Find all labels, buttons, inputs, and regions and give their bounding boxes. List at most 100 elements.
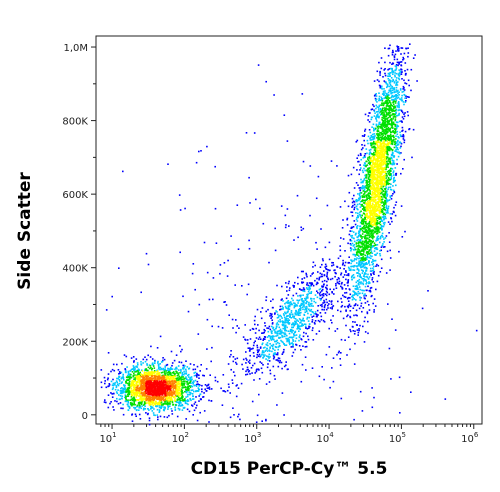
event-dot	[135, 415, 137, 417]
event-dot	[185, 373, 187, 375]
event-dot	[289, 328, 292, 331]
event-dot	[166, 369, 169, 372]
event-dot	[131, 368, 133, 370]
event-dot	[361, 237, 363, 240]
event-dot	[374, 305, 377, 307]
event-dot	[382, 201, 385, 204]
event-dot	[265, 355, 268, 357]
event-dot	[400, 47, 403, 49]
event-dot	[369, 236, 372, 238]
event-dot	[195, 385, 198, 387]
event-dot	[391, 149, 394, 152]
event-dot	[245, 370, 247, 373]
event-dot	[185, 396, 187, 398]
event-dot	[395, 79, 397, 82]
event-dot	[368, 202, 370, 204]
event-dot	[382, 222, 385, 224]
event-dot	[189, 380, 192, 383]
event-dot	[336, 281, 339, 283]
event-dot	[367, 142, 369, 145]
event-dot	[277, 313, 279, 316]
event-dot	[271, 338, 274, 340]
event-dot	[181, 383, 183, 386]
event-dot	[208, 298, 211, 301]
event-dot	[403, 158, 405, 161]
event-dot	[369, 217, 372, 220]
event-dot	[116, 363, 118, 366]
event-dot	[146, 372, 148, 374]
event-dot	[271, 350, 273, 353]
event-dot	[371, 160, 373, 162]
event-dot	[375, 288, 377, 291]
event-dot	[119, 380, 121, 382]
event-dot	[378, 198, 380, 201]
event-dot	[162, 367, 164, 370]
event-dot	[394, 129, 397, 132]
event-dot	[209, 374, 211, 376]
event-dot	[195, 396, 197, 398]
event-dot	[363, 263, 365, 265]
event-dot	[133, 360, 135, 362]
event-dot	[351, 234, 354, 237]
event-dot	[360, 192, 363, 194]
event-dot	[387, 137, 390, 139]
event-dot	[310, 284, 313, 286]
event-dot	[387, 121, 389, 124]
event-dot	[285, 282, 287, 284]
event-dot	[297, 312, 299, 315]
event-dot	[165, 364, 168, 367]
event-dot	[379, 212, 382, 214]
event-dot	[248, 247, 251, 250]
event-dot	[171, 398, 173, 400]
event-dot	[368, 178, 371, 181]
event-dot	[219, 264, 222, 266]
event-dot	[259, 347, 262, 349]
event-dot	[263, 355, 265, 358]
event-dot	[302, 160, 305, 163]
event-dot	[396, 45, 398, 48]
event-dot	[364, 273, 367, 275]
event-dot	[402, 134, 405, 136]
event-dot	[363, 341, 366, 343]
event-dot	[375, 93, 377, 95]
event-dot	[194, 288, 196, 291]
event-dot	[206, 385, 208, 387]
event-dot	[275, 325, 278, 328]
event-dot	[275, 332, 277, 334]
event-dot	[358, 307, 361, 310]
event-dot	[177, 402, 180, 404]
event-dot	[294, 320, 296, 323]
event-dot	[287, 337, 289, 340]
event-dot	[376, 79, 379, 81]
event-dot	[366, 179, 368, 182]
event-dot	[241, 285, 243, 287]
event-dot	[116, 397, 118, 400]
event-dot	[248, 239, 250, 242]
event-dot	[393, 206, 395, 209]
event-dot	[387, 47, 390, 50]
event-dot	[177, 380, 179, 383]
event-dot	[286, 290, 288, 292]
event-dot	[398, 78, 401, 81]
event-dot	[169, 403, 171, 405]
event-dot	[157, 370, 159, 372]
event-dot	[126, 382, 129, 385]
event-dot	[378, 211, 381, 213]
event-dot	[288, 313, 291, 315]
event-dot	[134, 413, 137, 416]
event-dot	[383, 195, 386, 197]
event-dot	[347, 274, 350, 277]
event-dot	[364, 217, 366, 219]
event-dot	[395, 72, 398, 75]
event-dot	[149, 356, 152, 358]
event-dot	[134, 367, 136, 370]
event-dot	[323, 378, 325, 381]
event-dot	[248, 350, 251, 352]
event-dot	[295, 343, 297, 346]
event-dot	[154, 360, 156, 363]
event-dot	[381, 205, 384, 207]
event-dot	[347, 314, 349, 316]
event-dot	[374, 135, 376, 137]
event-dot	[305, 310, 308, 312]
event-dot	[384, 215, 387, 218]
